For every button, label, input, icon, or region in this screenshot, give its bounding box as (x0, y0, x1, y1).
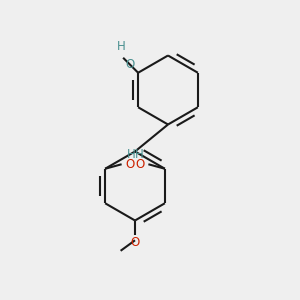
Text: H: H (117, 40, 126, 53)
Text: O: O (125, 58, 135, 71)
Text: H: H (127, 148, 136, 161)
Text: O: O (136, 158, 145, 171)
Text: O: O (125, 158, 134, 171)
Text: O: O (130, 236, 140, 249)
Text: H: H (134, 148, 143, 161)
